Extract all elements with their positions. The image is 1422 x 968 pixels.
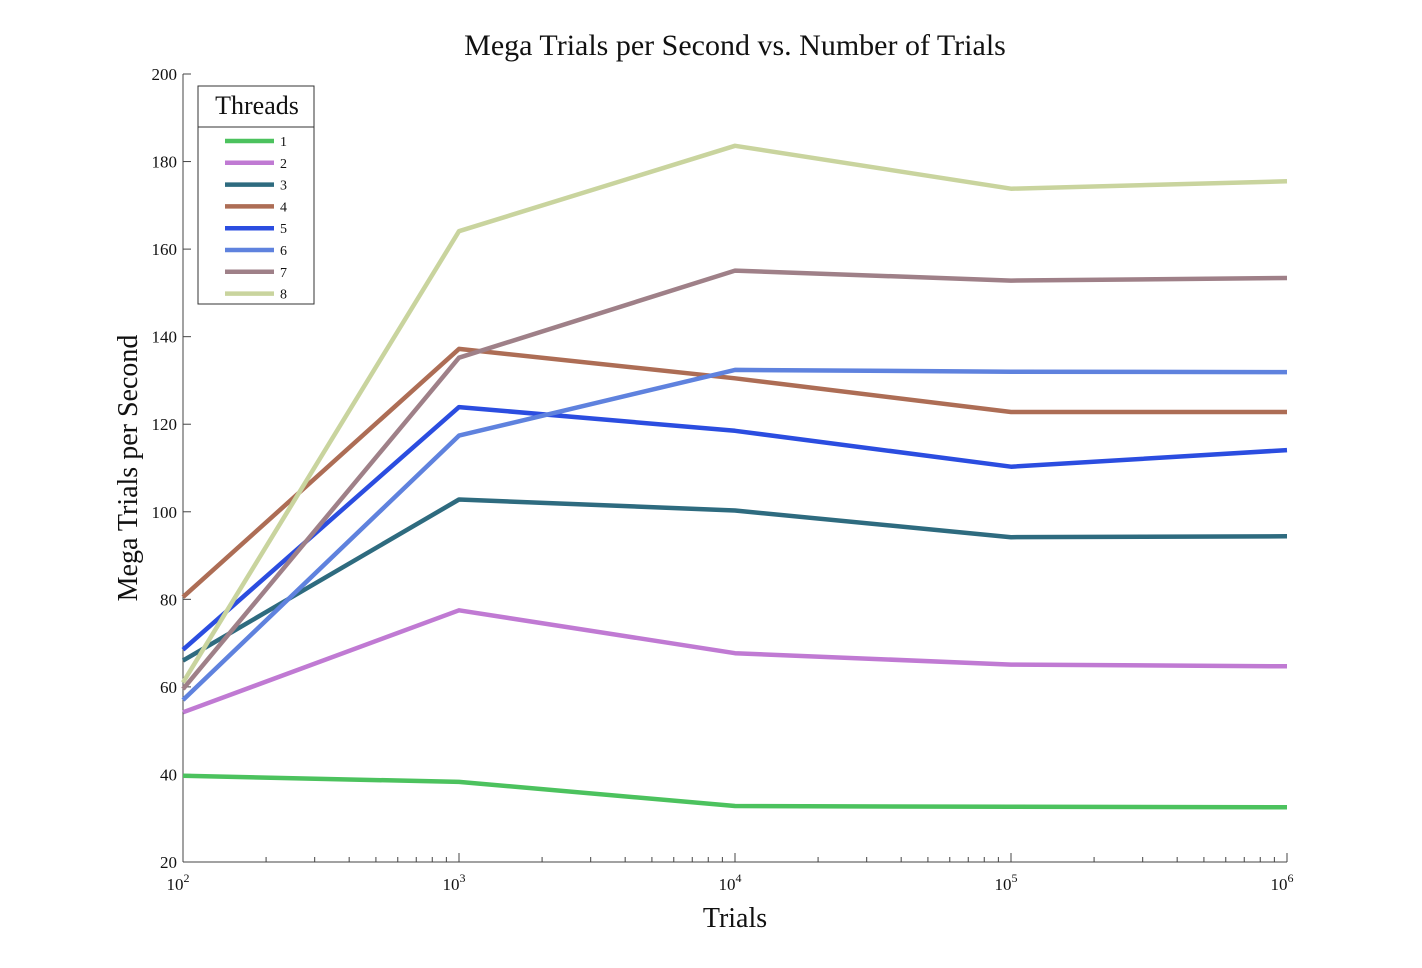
legend-label-5: 5: [280, 222, 287, 237]
series-line-3: [181, 497, 1288, 663]
x-axis-label: Trials: [703, 903, 767, 934]
legend-label-2: 2: [280, 157, 287, 172]
y-tick-label: 60: [160, 678, 177, 697]
x-tick-label: 106: [1271, 871, 1294, 894]
legend-label-8: 8: [280, 288, 287, 303]
legend-entries: 1 2 3 4 5 6 7 8: [225, 135, 287, 303]
x-tick-label: 105: [995, 871, 1018, 894]
axes: 20 40 60 80 100 120 140 160 180 200 102 103 104 105 10…: [152, 65, 1294, 894]
x-tick-label: 102: [167, 871, 190, 894]
legend-label-4: 4: [280, 200, 287, 215]
legend-box: [197, 85, 315, 305]
chart-title: Mega Trials per Second vs. Number of Tri…: [464, 29, 1006, 62]
y-tick-label: 40: [160, 765, 177, 784]
legend-label-1: 1: [280, 135, 287, 150]
series-line-1: [182, 773, 1288, 810]
legend-title: Threads: [215, 91, 299, 120]
legend: Threads 1 2 3 4 5 6 7 8: [197, 85, 315, 305]
legend-label-6: 6: [280, 244, 287, 259]
series-line-7: [181, 268, 1288, 691]
y-tick-label: 120: [152, 415, 178, 434]
y-tick-label: 200: [152, 65, 178, 84]
y-tick-label: 140: [152, 328, 178, 347]
y-tick-label: 180: [152, 153, 178, 172]
y-tick-label: 80: [160, 590, 177, 609]
legend-label-3: 3: [280, 179, 287, 194]
series-line-6: [181, 367, 1288, 702]
series-line-4: [181, 346, 1287, 599]
y-tick-label: 160: [152, 240, 178, 259]
y-tick-label: 100: [152, 503, 178, 522]
series-lines: [181, 143, 1288, 810]
series-line-5: [181, 404, 1288, 652]
series-line-8: [181, 143, 1288, 684]
y-axis-label: Mega Trials per Second: [113, 335, 144, 602]
x-tick-label: 103: [443, 871, 466, 894]
series-line-2: [182, 608, 1288, 715]
y-tick-label: 20: [160, 853, 177, 872]
legend-label-7: 7: [280, 266, 287, 281]
x-tick-label: 104: [719, 871, 742, 894]
